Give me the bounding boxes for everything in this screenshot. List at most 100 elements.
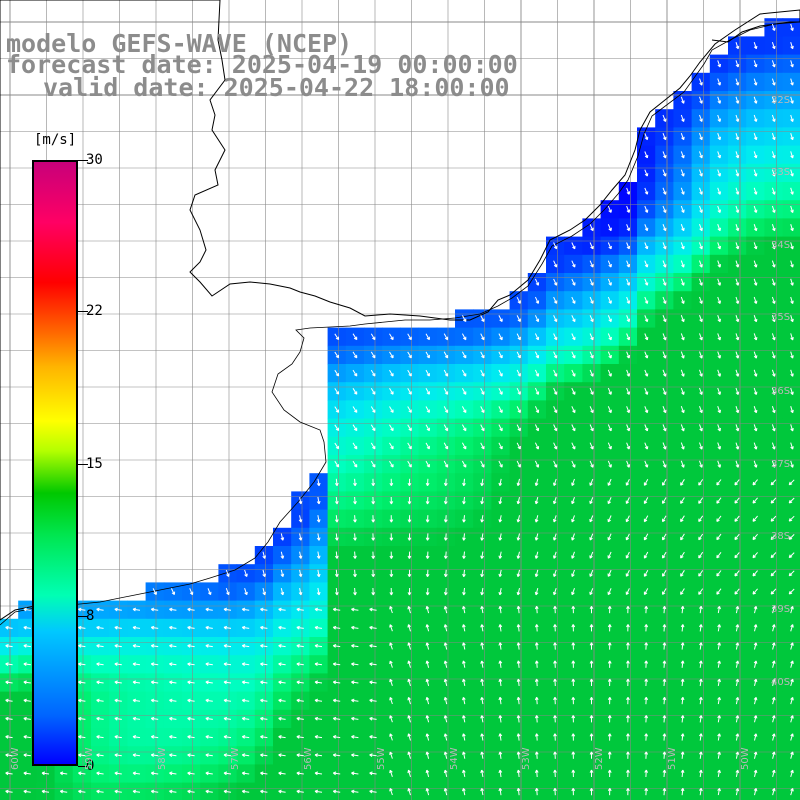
wind-arrow — [498, 406, 503, 414]
wind-arrow — [607, 605, 612, 614]
wind-arrow — [790, 60, 794, 68]
wind-arrow — [443, 369, 449, 377]
wind-arrow — [752, 588, 758, 595]
wind-arrow — [314, 735, 323, 739]
wind-arrow — [589, 660, 594, 668]
wind-arrow — [534, 769, 539, 778]
wind-arrow — [770, 479, 777, 486]
wind-arrow — [662, 660, 667, 668]
wind-arrow — [371, 569, 376, 578]
wind-arrow — [316, 478, 321, 487]
wind-arrow — [607, 769, 612, 778]
wind-arrow — [589, 442, 594, 450]
wind-arrow — [626, 624, 630, 632]
wind-arrow — [790, 442, 794, 450]
wind-arrow — [680, 497, 685, 504]
wind-arrow — [644, 387, 649, 395]
wind-arrow — [589, 369, 594, 377]
wind-arrow — [771, 42, 776, 50]
wind-arrow — [699, 624, 703, 632]
wind-arrow — [262, 551, 266, 559]
wind-arrow — [370, 406, 376, 413]
wind-arrow — [788, 570, 795, 577]
wind-arrow — [187, 698, 195, 703]
wind-arrow — [753, 424, 758, 432]
wind-arrow — [699, 169, 703, 177]
wind-arrow — [771, 660, 776, 668]
wind-arrow — [351, 716, 359, 721]
wind-arrow — [332, 716, 341, 721]
wind-arrow — [260, 644, 268, 648]
wind-arrow — [534, 696, 539, 705]
wind-arrow — [353, 478, 357, 487]
wind-arrow — [534, 605, 539, 614]
wind-arrow — [717, 151, 721, 159]
colorbar-label-30: 30 — [86, 152, 103, 168]
wind-arrow — [790, 169, 794, 177]
wind-arrow — [462, 551, 466, 559]
wind-arrow — [425, 460, 430, 468]
wind-arrow — [680, 733, 685, 741]
wind-arrow — [753, 151, 758, 159]
wind-arrow — [96, 680, 104, 685]
wind-arrow — [351, 680, 359, 685]
wind-arrow — [753, 406, 758, 414]
wind-arrow — [534, 515, 539, 523]
wind-arrow — [680, 533, 685, 541]
wind-arrow — [717, 187, 721, 195]
wind-arrow — [771, 78, 776, 86]
wind-arrow — [735, 769, 740, 778]
wind-arrow — [443, 660, 448, 668]
wind-arrow — [644, 624, 649, 632]
wind-arrow — [351, 753, 359, 757]
wind-arrow — [790, 660, 794, 668]
colorbar-label-22: 22 — [86, 303, 103, 319]
wind-arrow — [607, 733, 612, 741]
wind-arrow — [241, 680, 250, 685]
wind-arrow — [680, 696, 685, 705]
wind-arrow — [114, 789, 122, 794]
wind-arrow — [589, 588, 594, 596]
wind-arrow — [753, 169, 758, 177]
wind-arrow — [498, 696, 503, 705]
wind-arrow — [753, 751, 758, 759]
wind-arrow — [571, 387, 576, 395]
wind-arrow — [607, 315, 612, 323]
wind-arrow — [790, 715, 794, 723]
wind-arrow — [332, 789, 341, 794]
wind-arrow — [389, 678, 393, 686]
wind-arrow — [680, 515, 685, 523]
wind-arrow — [132, 753, 141, 757]
wind-arrow — [260, 735, 268, 739]
wind-arrow — [498, 369, 503, 377]
wind-arrow — [753, 442, 758, 450]
wind-arrow — [607, 224, 612, 232]
wind-arrow — [753, 114, 758, 122]
wind-arrow — [553, 460, 558, 468]
wind-arrow — [735, 260, 740, 268]
wind-arrow — [443, 642, 448, 650]
wind-arrow — [662, 424, 667, 432]
wind-arrow — [241, 698, 250, 703]
wind-arrow — [662, 715, 667, 723]
wind-arrow — [771, 224, 776, 232]
wind-arrow — [480, 351, 485, 359]
wind-arrow — [553, 769, 557, 778]
wind-arrow — [352, 460, 358, 468]
wind-arrow — [717, 678, 721, 686]
lat-label: 33S — [771, 167, 791, 178]
wind-arrow — [278, 716, 286, 721]
wind-arrow — [771, 605, 776, 614]
wind-arrow — [480, 696, 484, 705]
wind-arrow — [644, 442, 649, 450]
wind-arrow — [790, 42, 794, 50]
wind-arrow — [314, 680, 323, 685]
wind-arrow — [516, 533, 521, 541]
wind-arrow — [553, 569, 557, 577]
wind-arrow — [790, 369, 794, 377]
wind-arrow — [626, 678, 630, 687]
wind-arrow — [717, 369, 721, 377]
wind-arrow — [443, 351, 449, 359]
wind-arrow — [298, 551, 303, 559]
wind-arrow — [717, 624, 721, 632]
